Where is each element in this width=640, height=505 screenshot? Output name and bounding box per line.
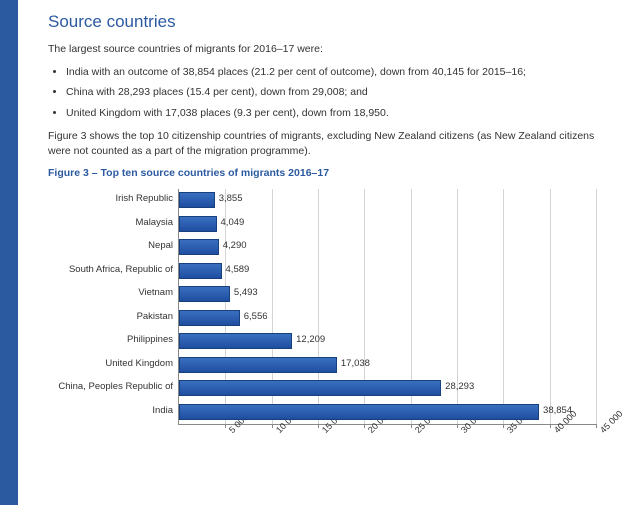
bar-row: China, Peoples Republic of28,293 xyxy=(179,377,596,401)
bar-value-label: 17,038 xyxy=(341,358,370,369)
y-axis-label: Pakistan xyxy=(49,311,179,322)
bar xyxy=(179,404,539,420)
side-strip xyxy=(0,0,18,505)
bar-row: Nepal4,290 xyxy=(179,236,596,260)
bullet-item: India with an outcome of 38,854 places (… xyxy=(66,65,618,80)
y-axis-label: United Kingdom xyxy=(49,358,179,369)
figure-title: Figure 3 – Top ten source countries of m… xyxy=(48,167,618,179)
bar-row: Vietnam5,493 xyxy=(179,283,596,307)
bar-value-label: 6,556 xyxy=(244,311,268,322)
tickmark xyxy=(550,424,551,428)
bar-value-label: 4,589 xyxy=(226,264,250,275)
y-axis-label: Malaysia xyxy=(49,217,179,228)
bullet-item: United Kingdom with 17,038 places (9.3 p… xyxy=(66,106,618,121)
y-axis-label: Vietnam xyxy=(49,287,179,298)
bar xyxy=(179,357,337,373)
bar-value-label: 4,049 xyxy=(221,217,245,228)
bar xyxy=(179,380,441,396)
bar xyxy=(179,239,219,255)
figure-caption: Figure 3 shows the top 10 citizenship co… xyxy=(48,129,618,159)
bar-row: United Kingdom17,038 xyxy=(179,354,596,378)
bar-value-label: 4,290 xyxy=(223,240,247,251)
bar-value-label: 5,493 xyxy=(234,287,258,298)
bar xyxy=(179,263,222,279)
bar-row: Pakistan6,556 xyxy=(179,307,596,331)
bar-row: India38,854 xyxy=(179,401,596,425)
y-axis-label: Philippines xyxy=(49,334,179,345)
y-axis-label: India xyxy=(49,405,179,416)
bar-value-label: 38,854 xyxy=(543,405,572,416)
tickmark xyxy=(411,424,412,428)
content: Source countries The largest source coun… xyxy=(18,0,640,505)
bullet-item: China with 28,293 places (15.4 per cent)… xyxy=(66,85,618,100)
bar xyxy=(179,192,215,208)
tickmark xyxy=(272,424,273,428)
y-axis-label: Irish Republic xyxy=(49,193,179,204)
bar-row: Irish Republic3,855 xyxy=(179,189,596,213)
y-axis-label: South Africa, Republic of xyxy=(49,264,179,275)
x-tick-label: 45 000 xyxy=(598,409,625,436)
bar xyxy=(179,333,292,349)
bar-row: Malaysia4,049 xyxy=(179,213,596,237)
bar xyxy=(179,216,217,232)
page: Source countries The largest source coun… xyxy=(0,0,640,505)
bar xyxy=(179,310,240,326)
bar-value-label: 3,855 xyxy=(219,193,243,204)
bar-row: South Africa, Republic of4,589 xyxy=(179,260,596,284)
intro-text: The largest source countries of migrants… xyxy=(48,42,618,57)
y-axis-label: China, Peoples Republic of xyxy=(49,381,179,392)
bullet-list: India with an outcome of 38,854 places (… xyxy=(48,65,618,121)
chart: 5 00010 00015 00020 00025 00030 00035 00… xyxy=(48,185,618,461)
gridline xyxy=(596,189,597,424)
bar xyxy=(179,286,230,302)
section-title: Source countries xyxy=(48,12,618,32)
bar-row: Philippines12,209 xyxy=(179,330,596,354)
plot-area: 5 00010 00015 00020 00025 00030 00035 00… xyxy=(178,189,596,425)
bar-value-label: 28,293 xyxy=(445,381,474,392)
bar-value-label: 12,209 xyxy=(296,334,325,345)
y-axis-label: Nepal xyxy=(49,240,179,251)
